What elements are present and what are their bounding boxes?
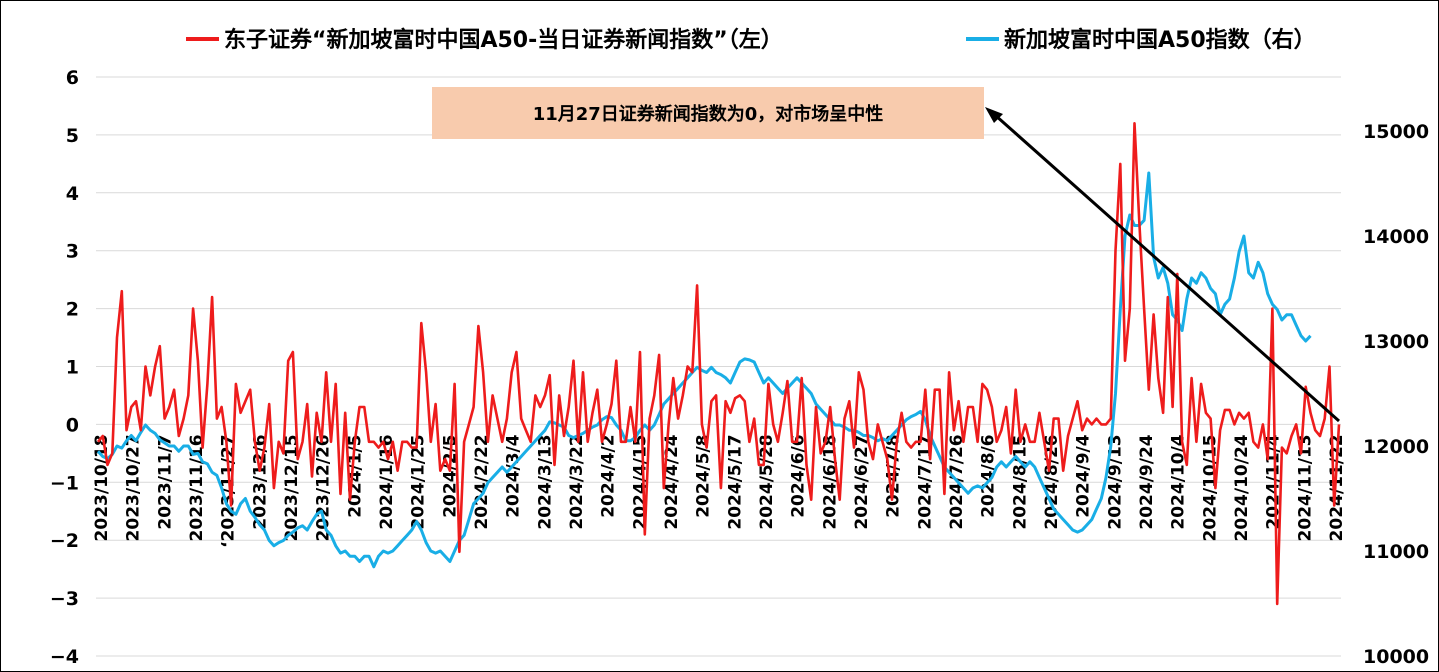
- left-tick-label: −4: [50, 646, 79, 668]
- x-tick-label: 2024/3/4: [504, 434, 524, 518]
- right-tick-label: 15000: [1363, 121, 1429, 143]
- x-tick-label: 2024/2/5: [440, 434, 460, 517]
- left-tick-label: −1: [50, 472, 79, 494]
- right-tick-label: 12000: [1363, 436, 1429, 458]
- x-tick-label: 2024/10/4: [1169, 434, 1189, 529]
- x-tick-label: 2024/8/6: [979, 434, 999, 517]
- x-tick-label: 2023/11/7: [155, 434, 175, 529]
- x-tick-label: 2024/8/15: [1010, 434, 1030, 529]
- left-tick-label: −3: [50, 588, 79, 610]
- x-tick-label: 2023/10/18: [92, 434, 112, 541]
- x-tick-label: 2024/2/22: [472, 434, 492, 529]
- right-tick-label: 10000: [1363, 646, 1429, 668]
- callout-text: 11月27日证券新闻指数为0，对市场呈中性: [533, 103, 884, 125]
- legend-label-1: 东子证券“新加坡富时中国A50-当日证券新闻指数”（左）: [224, 27, 783, 53]
- x-tick-label: 2024/6/6: [789, 434, 809, 517]
- x-tick-label: 2023/12/6: [250, 434, 270, 529]
- left-tick-label: 3: [66, 241, 79, 263]
- left-tick-label: 5: [66, 125, 79, 147]
- x-tick-label: 2024/10/24: [1232, 434, 1252, 541]
- legend-label-2: 新加坡富时中国A50指数（右）: [1004, 27, 1316, 53]
- x-tick-label: 2024/1/16: [377, 434, 397, 529]
- left-tick-label: −2: [50, 530, 79, 552]
- left-tick-label: 0: [66, 414, 79, 436]
- annotation: 11月27日证券新闻指数为0，对市场呈中性: [432, 87, 1340, 423]
- x-tick-label: 2024/1/25: [409, 434, 429, 529]
- right-tick-label: 13000: [1363, 331, 1429, 353]
- x-tick-label: 2024/5/8: [694, 434, 714, 517]
- series-news-index-line: [96, 122, 1341, 606]
- series-a50-index-line: [96, 171, 1312, 569]
- x-tick-label: 2024/4/2: [599, 434, 619, 517]
- x-tick-label: 2023/10/27: [124, 434, 144, 541]
- x-tick-label: 2024/11/13: [1295, 434, 1315, 541]
- x-tick-label: 2024/7/17: [915, 434, 935, 529]
- left-tick-label: 4: [66, 183, 79, 205]
- callout-box: [432, 87, 984, 139]
- x-tick-label: 2024/9/4: [1074, 434, 1094, 518]
- x-tick-label: 2024/5/28: [757, 434, 777, 529]
- left-tick-label: 2: [66, 299, 79, 321]
- right-tick-label: 11000: [1363, 541, 1429, 563]
- x-tick-label: 2024/5/17: [725, 434, 745, 529]
- x-tick-label: 2024/6/27: [852, 434, 872, 529]
- x-tick-label: 2024/9/24: [1137, 434, 1157, 529]
- callout-arrowhead: [985, 107, 1003, 123]
- x-tick-label: 2024/10/15: [1200, 434, 1220, 541]
- right-tick-label: 14000: [1363, 226, 1429, 248]
- left-tick-label: 1: [66, 357, 79, 379]
- plot-area: [96, 122, 1341, 606]
- right-axis: 15000 14000 13000 12000 11000 10000: [1363, 121, 1429, 668]
- x-tick-label: 2023/12/15: [282, 434, 302, 541]
- left-tick-label: 6: [66, 67, 79, 89]
- callout-arrow-line: [994, 113, 1340, 423]
- legend: 东子证券“新加坡富时中国A50-当日证券新闻指数”（左） 新加坡富时中国A50指数…: [186, 27, 1316, 53]
- x-tick-label: 2024/3/22: [567, 434, 587, 529]
- x-tick-label: 2024/9/13: [1105, 434, 1125, 529]
- x-tick-label: 2024/3/13: [535, 434, 555, 529]
